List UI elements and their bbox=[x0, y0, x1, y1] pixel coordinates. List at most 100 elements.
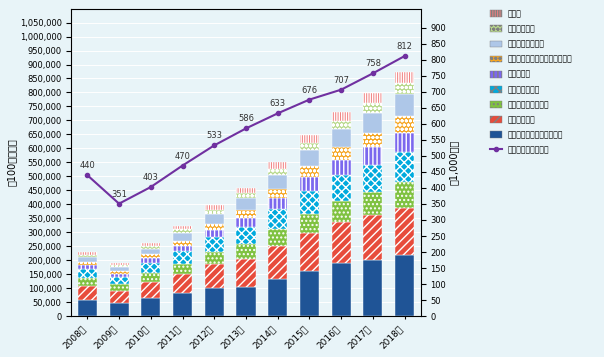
Bar bbox=[205, 288, 223, 316]
Bar bbox=[237, 244, 255, 259]
Bar bbox=[205, 224, 223, 230]
従業員数（右目盛） bbox=[147, 185, 155, 189]
Bar bbox=[395, 182, 414, 208]
Bar bbox=[364, 260, 382, 316]
従業員数（右目盛） bbox=[211, 143, 218, 147]
Bar bbox=[173, 226, 192, 230]
Bar bbox=[141, 263, 160, 273]
Bar bbox=[395, 116, 414, 133]
Bar bbox=[141, 258, 160, 263]
Bar bbox=[109, 277, 129, 284]
Bar bbox=[332, 176, 351, 201]
Bar bbox=[109, 271, 129, 273]
Bar bbox=[300, 214, 319, 233]
Text: 812: 812 bbox=[397, 42, 413, 51]
Bar bbox=[268, 189, 288, 198]
Bar bbox=[205, 205, 223, 210]
Line: 従業員数（右目盛）: 従業員数（右目盛） bbox=[85, 54, 406, 206]
Bar bbox=[109, 265, 129, 267]
Bar bbox=[141, 243, 160, 246]
Bar bbox=[205, 252, 223, 265]
Bar bbox=[364, 147, 382, 165]
Bar bbox=[237, 198, 255, 210]
Bar bbox=[173, 241, 192, 246]
Bar bbox=[237, 227, 255, 244]
Bar bbox=[237, 210, 255, 218]
従業員数（右目盛） bbox=[84, 173, 91, 177]
Bar bbox=[205, 210, 223, 214]
Bar bbox=[141, 246, 160, 249]
Text: 533: 533 bbox=[206, 131, 222, 140]
Bar bbox=[332, 160, 351, 176]
Y-axis label: （1,000人）: （1,000人） bbox=[449, 140, 459, 185]
Bar bbox=[109, 303, 129, 316]
Text: 470: 470 bbox=[175, 152, 190, 161]
Bar bbox=[78, 255, 97, 257]
Legend: その他, ブレーキ系統, プラスチック部品, ステアリング・サスペンション, 座席・内装, 金属プレス部品, トランスミッション, 電気電子系統, ガソリンエン: その他, ブレーキ系統, プラスチック部品, ステアリング・サスペンション, 座… bbox=[487, 6, 576, 157]
Bar bbox=[300, 166, 319, 177]
Bar bbox=[364, 133, 382, 147]
Bar bbox=[78, 252, 97, 255]
Text: 403: 403 bbox=[143, 173, 159, 182]
Text: 676: 676 bbox=[301, 86, 318, 95]
Bar bbox=[78, 262, 97, 266]
Bar bbox=[237, 259, 255, 287]
Bar bbox=[268, 169, 288, 175]
Bar bbox=[109, 263, 129, 265]
Bar bbox=[332, 263, 351, 316]
Bar bbox=[78, 278, 97, 286]
Bar bbox=[141, 249, 160, 254]
Bar bbox=[141, 254, 160, 258]
Bar bbox=[109, 284, 129, 291]
Bar bbox=[141, 273, 160, 282]
Bar bbox=[205, 265, 223, 288]
従業員数（右目盛） bbox=[401, 54, 408, 58]
従業員数（右目盛） bbox=[306, 97, 313, 102]
Bar bbox=[268, 209, 288, 230]
Bar bbox=[300, 135, 319, 143]
従業員数（右目盛） bbox=[115, 201, 123, 206]
Bar bbox=[173, 246, 192, 251]
Bar bbox=[205, 230, 223, 237]
Bar bbox=[237, 188, 255, 193]
Text: 440: 440 bbox=[80, 161, 95, 170]
Bar bbox=[364, 103, 382, 112]
Bar bbox=[109, 273, 129, 277]
Bar bbox=[141, 282, 160, 298]
Bar bbox=[364, 165, 382, 192]
Bar bbox=[364, 93, 382, 103]
Bar bbox=[395, 133, 414, 152]
Bar bbox=[395, 83, 414, 94]
Bar bbox=[205, 214, 223, 224]
Bar bbox=[395, 152, 414, 182]
従業員数（右目盛） bbox=[179, 164, 186, 168]
Bar bbox=[332, 201, 351, 222]
Bar bbox=[332, 112, 351, 121]
Bar bbox=[109, 267, 129, 271]
Bar bbox=[78, 266, 97, 270]
Bar bbox=[268, 246, 288, 279]
Bar bbox=[268, 279, 288, 316]
Bar bbox=[395, 72, 414, 83]
Bar bbox=[395, 208, 414, 255]
Bar bbox=[268, 230, 288, 246]
Bar bbox=[300, 233, 319, 271]
Bar bbox=[109, 291, 129, 303]
Text: 707: 707 bbox=[333, 76, 349, 85]
Bar bbox=[173, 263, 192, 274]
Bar bbox=[364, 192, 382, 215]
Bar bbox=[300, 143, 319, 150]
Bar bbox=[300, 191, 319, 214]
従業員数（右目盛） bbox=[369, 71, 376, 75]
Bar bbox=[300, 177, 319, 191]
Bar bbox=[395, 94, 414, 116]
Bar bbox=[332, 147, 351, 160]
Bar bbox=[141, 298, 160, 316]
Bar bbox=[237, 193, 255, 198]
Bar bbox=[268, 162, 288, 169]
Bar bbox=[173, 251, 192, 263]
Bar bbox=[173, 274, 192, 293]
Text: 633: 633 bbox=[269, 99, 286, 109]
Bar bbox=[332, 129, 351, 147]
Bar bbox=[205, 237, 223, 252]
